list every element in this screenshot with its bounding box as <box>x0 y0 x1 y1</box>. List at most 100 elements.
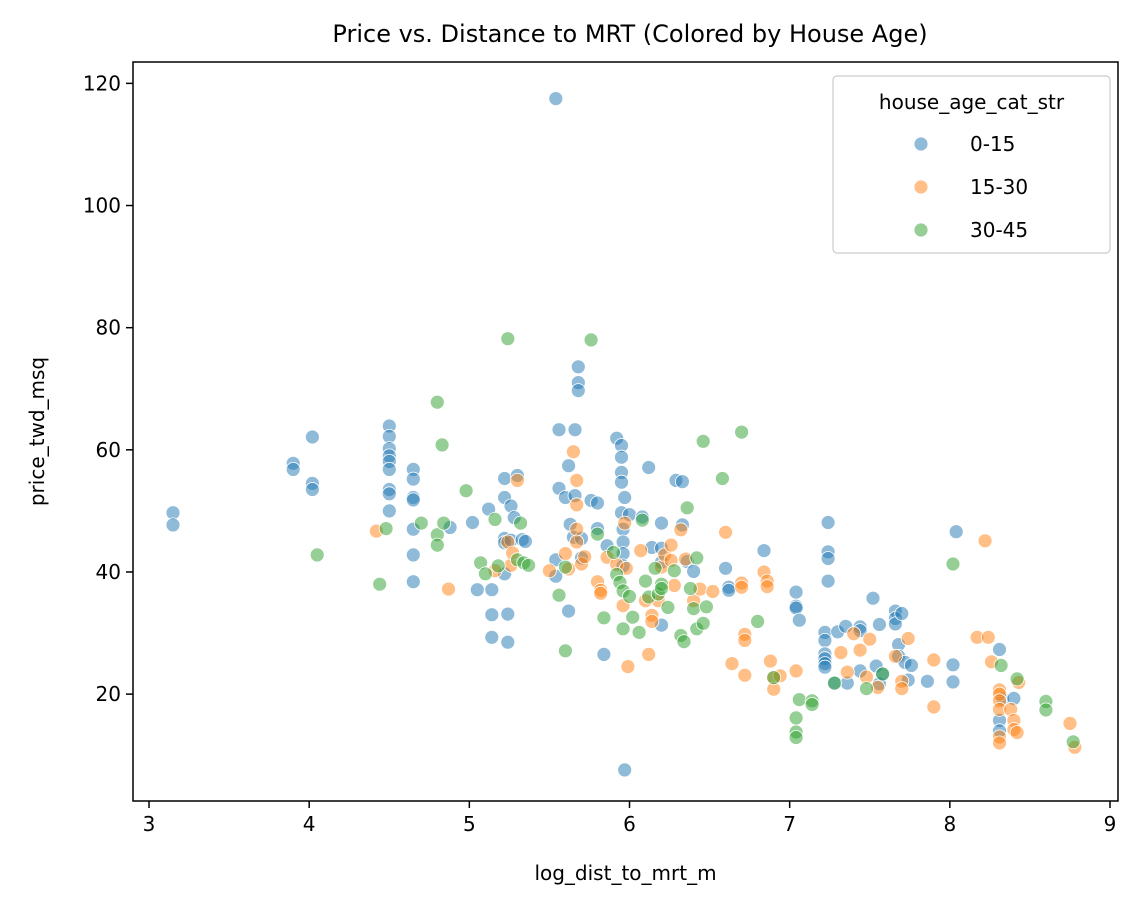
data-point <box>436 515 452 531</box>
data-point <box>551 422 567 438</box>
data-point <box>551 587 567 603</box>
data-point <box>833 645 849 660</box>
legend-label: 0-15 <box>970 132 1015 156</box>
data-point <box>945 674 961 690</box>
data-point <box>285 461 301 477</box>
x-tick-label: 8 <box>943 812 956 836</box>
data-point <box>766 670 782 685</box>
data-point <box>894 606 910 621</box>
data-point <box>500 634 516 650</box>
points-layer <box>165 91 1083 778</box>
data-point <box>945 556 961 572</box>
x-axis-title: log_dist_to_mrt_m <box>534 861 716 885</box>
data-point <box>993 658 1009 673</box>
data-point <box>900 631 916 646</box>
data-point <box>888 648 903 664</box>
data-point <box>596 610 612 626</box>
legend-marker <box>913 222 929 238</box>
data-point <box>679 500 695 516</box>
data-point <box>945 657 961 673</box>
data-point <box>590 495 605 511</box>
data-point <box>542 563 557 579</box>
data-point <box>381 503 397 519</box>
x-axis: 3 4 5 6 7 8 9 <box>143 801 1116 836</box>
data-point <box>920 673 935 689</box>
data-point <box>631 625 647 640</box>
data-point <box>872 617 887 632</box>
data-point <box>788 730 804 745</box>
data-point <box>683 581 698 596</box>
data-point <box>165 517 181 533</box>
data-point <box>304 429 320 445</box>
data-point <box>686 564 701 579</box>
data-point <box>372 576 388 592</box>
data-point <box>654 581 669 596</box>
data-point <box>625 609 641 625</box>
data-point <box>566 444 581 460</box>
data-point <box>788 663 804 679</box>
legend-label: 15-30 <box>970 175 1028 199</box>
legend-label: 30-45 <box>970 218 1028 242</box>
data-point <box>734 424 749 440</box>
data-point <box>763 653 778 669</box>
data-point <box>304 482 320 497</box>
data-point <box>638 573 653 589</box>
data-point <box>570 359 586 375</box>
y-tick-label: 100 <box>83 194 121 218</box>
data-point <box>676 634 692 649</box>
data-point <box>405 471 421 487</box>
data-point <box>590 526 605 542</box>
data-point <box>820 573 836 589</box>
data-point <box>791 612 807 628</box>
data-point <box>804 697 820 712</box>
data-point <box>663 537 679 553</box>
x-tick-label: 3 <box>143 812 156 836</box>
legend-box <box>832 75 1111 254</box>
data-point <box>521 557 536 573</box>
data-point <box>724 656 740 671</box>
data-point <box>1062 716 1078 731</box>
data-point <box>820 551 836 566</box>
legend: house_age_cat_str 0-15 15-30 30-45 <box>832 75 1111 254</box>
data-point <box>497 471 513 486</box>
data-point <box>569 534 585 550</box>
data-point <box>647 560 663 576</box>
data-point <box>441 581 456 597</box>
data-point <box>477 566 493 582</box>
data-point <box>429 537 445 553</box>
data-point <box>1065 734 1081 750</box>
data-point <box>458 483 474 499</box>
data-point <box>569 497 585 513</box>
data-point <box>695 433 711 449</box>
data-point <box>510 472 525 488</box>
legend-marker <box>913 136 929 152</box>
data-point <box>859 681 874 696</box>
data-point <box>617 762 633 778</box>
data-point <box>309 547 325 563</box>
data-point <box>721 582 737 598</box>
data-point <box>558 643 573 659</box>
data-point <box>484 607 500 623</box>
data-point <box>622 589 637 604</box>
data-point <box>734 579 749 595</box>
data-point <box>980 629 996 645</box>
data-point <box>500 331 516 347</box>
data-point <box>689 550 705 566</box>
data-point <box>429 394 445 410</box>
data-point <box>558 559 573 575</box>
x-tick-label: 6 <box>623 812 636 836</box>
data-point <box>718 524 733 540</box>
y-axis: 20 40 60 80 100 120 <box>83 71 133 706</box>
data-point <box>484 582 500 598</box>
series-15-30 <box>368 444 1083 755</box>
data-point <box>469 582 485 598</box>
data-point <box>577 549 593 565</box>
data-point <box>737 667 753 683</box>
data-point <box>405 492 421 508</box>
data-point <box>558 546 573 561</box>
data-point <box>666 563 682 579</box>
data-point <box>381 486 397 502</box>
data-point <box>634 512 650 528</box>
data-point <box>820 515 836 530</box>
